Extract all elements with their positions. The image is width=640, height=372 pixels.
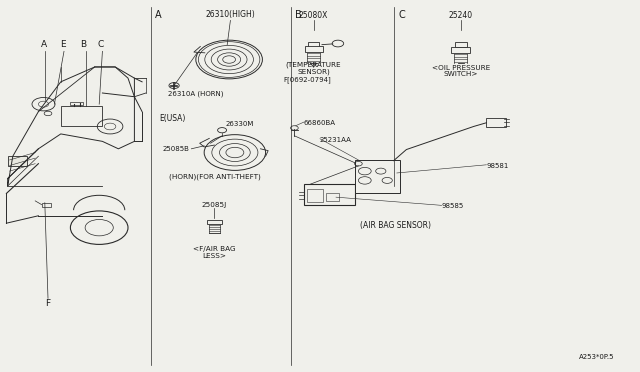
Bar: [61, 106, 102, 126]
Text: 25085B: 25085B: [163, 146, 189, 152]
Text: (HORN)(FOR ANTI-THEFT): (HORN)(FOR ANTI-THEFT): [168, 173, 260, 180]
FancyBboxPatch shape: [451, 46, 470, 53]
Text: LESS>: LESS>: [202, 253, 227, 259]
Text: (AIR BAG SENSOR): (AIR BAG SENSOR): [360, 221, 431, 230]
Text: 26310(HIGH): 26310(HIGH): [205, 10, 255, 19]
Text: A: A: [156, 10, 162, 20]
Text: SENSOR): SENSOR): [297, 68, 330, 75]
Bar: [455, 42, 467, 47]
Text: E: E: [60, 40, 65, 49]
Text: 25085J: 25085J: [202, 202, 227, 208]
Text: <F/AIR BAG: <F/AIR BAG: [193, 246, 236, 252]
Bar: [304, 184, 355, 205]
Text: <OIL PRESSURE: <OIL PRESSURE: [431, 65, 490, 71]
Bar: [8, 156, 27, 166]
Text: C: C: [399, 10, 405, 20]
Text: 66860BA: 66860BA: [304, 120, 336, 126]
Bar: [355, 160, 400, 193]
Text: 26330M: 26330M: [225, 121, 253, 127]
Text: F[0692-0794]: F[0692-0794]: [284, 77, 331, 83]
Text: 25080X: 25080X: [299, 11, 328, 20]
Bar: [307, 189, 323, 202]
Text: F: F: [45, 299, 51, 308]
Bar: [486, 118, 506, 127]
Text: 25231AA: 25231AA: [320, 137, 352, 142]
Text: 98585: 98585: [442, 203, 464, 209]
Bar: [42, 203, 51, 207]
Text: 26310A (HORN): 26310A (HORN): [168, 91, 224, 97]
Bar: [207, 220, 222, 224]
Text: E(USA): E(USA): [159, 114, 186, 123]
Text: A: A: [40, 40, 47, 49]
Text: A253*0P.5: A253*0P.5: [579, 354, 614, 360]
Text: B: B: [295, 10, 301, 20]
FancyBboxPatch shape: [305, 46, 323, 52]
Text: SWITCH>: SWITCH>: [444, 71, 478, 77]
Text: (TEMPERATURE: (TEMPERATURE: [286, 62, 341, 68]
Bar: [70, 102, 83, 105]
Text: B: B: [80, 40, 86, 49]
Text: C: C: [97, 40, 104, 49]
Text: 98581: 98581: [486, 163, 509, 169]
Bar: [326, 193, 339, 201]
Text: 25240: 25240: [449, 11, 473, 20]
Bar: [308, 42, 319, 46]
